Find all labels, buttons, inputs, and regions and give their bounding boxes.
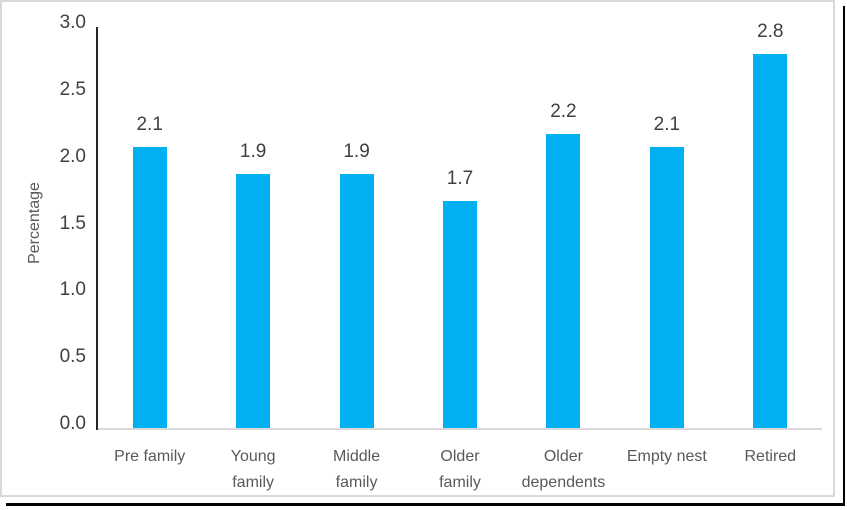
x-axis-line	[98, 428, 822, 430]
x-category-label: Young family	[230, 448, 276, 491]
x-category-label: Pre family	[114, 448, 186, 465]
bar-data-label: 1.7	[446, 167, 474, 189]
bar	[443, 200, 477, 428]
outer-border-right	[843, 6, 845, 506]
chart-frame	[0, 0, 835, 497]
bar-data-label: 1.9	[343, 141, 370, 163]
y-tick-label: 0.0	[59, 413, 86, 434]
x-category-label: Empty nest	[626, 448, 707, 465]
bar-data-label: 2.8	[757, 20, 784, 42]
y-tick-label: 2.5	[59, 78, 86, 100]
x-category-label: Older family	[439, 448, 481, 491]
x-category-label: Retired	[744, 448, 797, 465]
y-tick-label: 2.0	[59, 145, 86, 167]
outer-border-bottom	[6, 503, 845, 506]
bar-data-label: 2.1	[653, 114, 681, 136]
bar-data-label: 1.9	[239, 141, 267, 163]
bar	[649, 147, 684, 428]
y-tick-label: 3.0	[59, 12, 86, 33]
bar-data-label: 2.2	[550, 100, 577, 122]
bar	[546, 133, 581, 428]
x-category-label: Middle family	[332, 448, 381, 491]
x-category-label: Older dependents	[521, 448, 606, 491]
bar	[236, 174, 271, 428]
bar	[753, 53, 788, 428]
bar	[132, 147, 167, 428]
bar-data-label: 2.1	[136, 114, 163, 136]
y-axis-line	[96, 27, 98, 430]
bar	[339, 174, 374, 428]
y-tick-label: 1.0	[59, 279, 86, 301]
y-tick-label: 1.5	[59, 212, 86, 234]
y-tick-label: 0.5	[59, 346, 86, 368]
